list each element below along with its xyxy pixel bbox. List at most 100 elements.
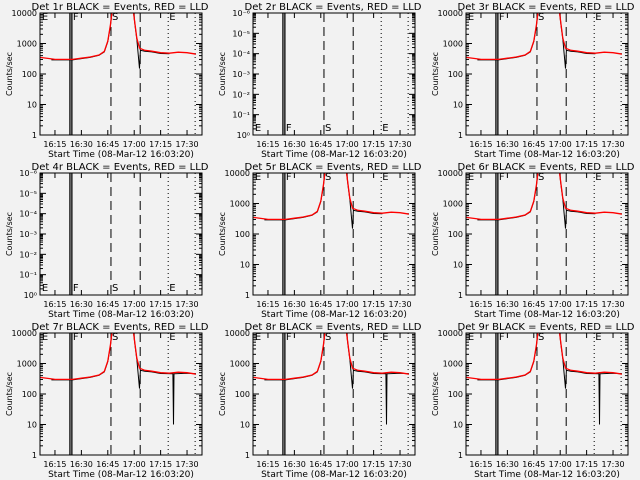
marker-label: F	[499, 12, 505, 23]
y-tick-label: 10⁻¹	[232, 111, 250, 120]
panel-title: Det 9r BLACK = Events, RED = LLD	[458, 322, 635, 333]
y-tick-label: 10⁻²	[19, 250, 37, 259]
marker-label: E	[595, 172, 601, 183]
marker-label: E	[595, 332, 601, 343]
x-tick-label: 17:15	[575, 460, 598, 469]
panel-title: Det 6r BLACK = Events, RED = LLD	[458, 162, 635, 173]
y-tick-label: 1000	[17, 40, 37, 49]
x-tick-label: 17:00	[549, 140, 572, 149]
y-tick-label: 10⁻⁴	[19, 210, 37, 219]
x-axis-label: Start Time (08-Mar-12 16:03:20)	[48, 470, 194, 480]
y-tick-label: 100	[235, 390, 250, 399]
marker-label: F	[73, 332, 79, 343]
x-tick-label: 17:15	[149, 300, 172, 309]
x-tick-label: 17:00	[549, 300, 572, 309]
y-tick-label: 10000	[12, 9, 37, 18]
marker-label: F	[286, 332, 292, 343]
y-tick-label: 10	[27, 421, 37, 430]
x-tick-label: 16:30	[70, 300, 93, 309]
x-tick-label: 17:00	[549, 460, 572, 469]
x-tick-label: 16:45	[522, 460, 545, 469]
marker-label: E	[169, 283, 175, 294]
events-series	[477, 333, 622, 425]
marker-label: F	[73, 12, 79, 23]
marker-label: F	[73, 283, 79, 294]
x-tick-label: 17:30	[602, 460, 625, 469]
y-axis-label: Counts/sec	[218, 372, 227, 416]
y-tick-label: 10000	[438, 9, 463, 18]
y-tick-label: 1000	[443, 200, 463, 209]
x-tick-label: 16:45	[96, 460, 119, 469]
x-tick-label: 17:30	[389, 140, 412, 149]
plot-frame	[252, 12, 416, 136]
y-tick-label: 1000	[230, 200, 250, 209]
lld-series	[253, 333, 410, 381]
marker-label: F	[499, 172, 505, 183]
marker-label: F	[286, 172, 292, 183]
x-tick-label: 16:45	[96, 300, 119, 309]
x-tick-label: 17:00	[123, 460, 146, 469]
x-tick-label: 16:30	[283, 140, 306, 149]
plot-frame	[39, 172, 203, 296]
x-tick-label: 17:15	[575, 300, 598, 309]
y-tick-label: 100	[22, 70, 37, 79]
y-tick-label: 10⁻³	[232, 70, 250, 79]
x-tick-label: 16:30	[70, 460, 93, 469]
x-tick-label: 16:45	[522, 140, 545, 149]
panel-det-4: Det 4r BLACK = Events, RED = LLD Start Ti…	[5, 162, 209, 320]
y-tick-label: 10000	[12, 329, 37, 338]
x-tick-label: 16:30	[70, 140, 93, 149]
x-tick-label: 16:30	[496, 300, 519, 309]
marker-label: S	[112, 332, 118, 343]
x-axis-label: Start Time (08-Mar-12 16:03:20)	[474, 150, 620, 160]
y-tick-label: 10⁻⁶	[232, 9, 250, 18]
y-tick-label: 10⁻⁵	[19, 189, 37, 198]
plot-frame	[465, 172, 629, 296]
x-tick-label: 17:15	[362, 460, 385, 469]
y-tick-label: 10	[240, 261, 250, 270]
x-tick-label: 17:15	[575, 140, 598, 149]
x-axis-label: Start Time (08-Mar-12 16:03:20)	[474, 310, 620, 320]
x-tick-label: 17:15	[362, 140, 385, 149]
x-tick-label: 17:00	[123, 140, 146, 149]
x-tick-label: 16:30	[496, 140, 519, 149]
y-tick-label: 1	[458, 291, 463, 300]
x-tick-label: 17:30	[176, 140, 199, 149]
y-axis-label: Counts/sec	[431, 212, 440, 256]
marker-label: E	[382, 123, 388, 134]
y-tick-label: 1	[458, 131, 463, 140]
y-tick-label: 100	[22, 390, 37, 399]
x-axis-label: Start Time (08-Mar-12 16:03:20)	[474, 470, 620, 480]
marker-label: S	[538, 332, 544, 343]
x-tick-label: 17:30	[389, 300, 412, 309]
x-tick-label: 16:30	[283, 460, 306, 469]
x-axis-label: Start Time (08-Mar-12 16:03:20)	[261, 470, 407, 480]
x-tick-label: 16:15	[469, 460, 492, 469]
y-tick-label: 10⁰	[24, 291, 37, 300]
lld-series	[466, 13, 623, 61]
x-tick-label: 17:00	[336, 140, 359, 149]
panel-title: Det 2r BLACK = Events, RED = LLD	[245, 2, 422, 13]
x-tick-label: 16:15	[43, 140, 66, 149]
x-tick-label: 16:15	[256, 140, 279, 149]
plot-frame	[252, 172, 416, 296]
marker-label: S	[538, 12, 544, 23]
y-tick-label: 1	[32, 131, 37, 140]
panel-det-2: Det 2r BLACK = Events, RED = LLD Start Ti…	[218, 2, 422, 160]
x-axis-label: Start Time (08-Mar-12 16:03:20)	[261, 310, 407, 320]
y-tick-label: 1000	[443, 360, 463, 369]
y-tick-label: 10⁻⁵	[232, 29, 250, 38]
x-tick-label: 16:30	[283, 300, 306, 309]
y-tick-label: 10000	[225, 329, 250, 338]
events-series	[264, 333, 409, 425]
marker-label: E	[42, 332, 48, 343]
x-tick-label: 17:00	[123, 300, 146, 309]
plot-frame	[39, 332, 203, 456]
y-tick-label: 100	[235, 230, 250, 239]
y-tick-label: 10	[453, 261, 463, 270]
panel-det-6: Det 6r BLACK = Events, RED = LLD Start Ti…	[431, 162, 635, 320]
panel-title: Det 4r BLACK = Events, RED = LLD	[32, 162, 209, 173]
x-tick-label: 17:30	[602, 140, 625, 149]
y-tick-label: 100	[448, 390, 463, 399]
